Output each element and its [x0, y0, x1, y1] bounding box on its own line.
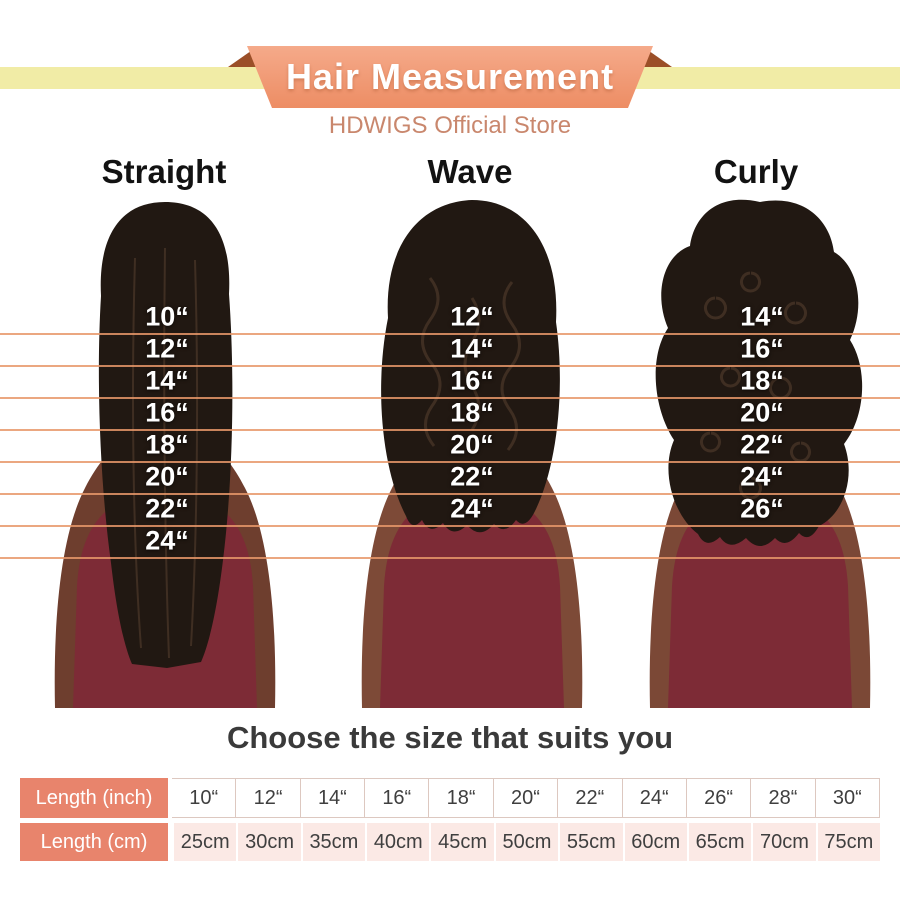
size-label-wave: 18“: [450, 397, 494, 428]
size-label-curly: 14“: [740, 301, 784, 332]
cm-cell: 75cm: [815, 823, 880, 861]
size-label-curly: 24“: [740, 461, 784, 492]
inch-cell: 12“: [236, 778, 301, 818]
inch-cell: 24“: [622, 778, 687, 818]
cm-cell: 60cm: [622, 823, 687, 861]
row-header-inch: Length (inch): [20, 778, 172, 818]
inch-cell: 22“: [558, 778, 623, 818]
dress: [668, 490, 852, 708]
size-label-straight: 18“: [145, 429, 189, 460]
size-label-straight: 10“: [145, 301, 189, 332]
banner-ribbon: [0, 46, 900, 108]
table-row-inch: Length (inch) 10“ 12“ 14“ 16“ 18“ 20“ 22…: [20, 778, 880, 818]
hair: [655, 199, 863, 546]
measurement-line: [0, 493, 900, 495]
cm-cell: 40cm: [365, 823, 430, 861]
measurement-line: [0, 397, 900, 399]
table-row-cm: Length (cm) 25cm 30cm 35cm 40cm 45cm 50c…: [20, 823, 880, 861]
row-header-cm: Length (cm): [20, 823, 172, 861]
measurement-line: [0, 557, 900, 559]
store-name: HDWIGS Official Store: [328, 112, 572, 139]
hair-waves: [421, 277, 521, 451]
size-label-straight: 20“: [145, 461, 189, 492]
dress: [380, 490, 564, 708]
column-heading-wave: Wave: [427, 153, 513, 190]
inch-cell: 14“: [300, 778, 366, 818]
cm-cell: 25cm: [172, 823, 237, 861]
size-label-curly: 20“: [740, 397, 784, 428]
inch-cell: 28“: [751, 778, 816, 818]
inch-cell: 30“: [815, 778, 880, 818]
inch-cell: 16“: [365, 778, 430, 818]
cm-cell: 35cm: [300, 823, 366, 861]
size-conversion-table: Length (inch) 10“ 12“ 14“ 16“ 18“ 20“ 22…: [20, 778, 880, 861]
measurement-line: [0, 333, 900, 335]
cm-cell: 65cm: [686, 823, 752, 861]
size-label-straight: 12“: [145, 333, 189, 364]
size-label-straight: 22“: [145, 493, 189, 524]
hair: [98, 202, 233, 668]
size-label-wave: 20“: [450, 429, 494, 460]
cm-cell: 30cm: [236, 823, 301, 861]
size-label-curly: 26“: [740, 493, 784, 524]
cm-cell: 55cm: [558, 823, 623, 861]
size-label-wave: 14“: [450, 333, 494, 364]
measurement-line: [0, 525, 900, 527]
inch-cell: 18“: [429, 778, 494, 818]
choose-size-heading: Choose the size that suits you: [226, 720, 674, 755]
measurement-line: [0, 365, 900, 367]
size-label-curly: 18“: [740, 365, 784, 396]
size-label-curly: 16“: [740, 333, 784, 364]
column-heading-curly: Curly: [713, 153, 799, 190]
cm-cell: 50cm: [493, 823, 559, 861]
size-label-straight: 24“: [145, 525, 189, 556]
inch-cell: 10“: [172, 778, 237, 818]
cm-cell: 70cm: [751, 823, 816, 861]
inch-cell: 26“: [686, 778, 752, 818]
banner-trapezoid: [247, 46, 653, 108]
measurement-line: [0, 429, 900, 431]
cm-cell: 45cm: [429, 823, 494, 861]
inch-cell: 20“: [493, 778, 559, 818]
measurement-line: [0, 461, 900, 463]
banner-title: Hair Measurement: [285, 56, 615, 97]
column-heading-straight: Straight: [101, 153, 227, 190]
size-label-wave: 24“: [450, 493, 494, 524]
size-label-wave: 22“: [450, 461, 494, 492]
size-label-wave: 16“: [450, 365, 494, 396]
size-label-straight: 16“: [145, 397, 189, 428]
size-label-straight: 14“: [145, 365, 189, 396]
size-label-wave: 12“: [450, 301, 494, 332]
size-label-curly: 22“: [740, 429, 784, 460]
hair-streaks: [132, 247, 199, 659]
